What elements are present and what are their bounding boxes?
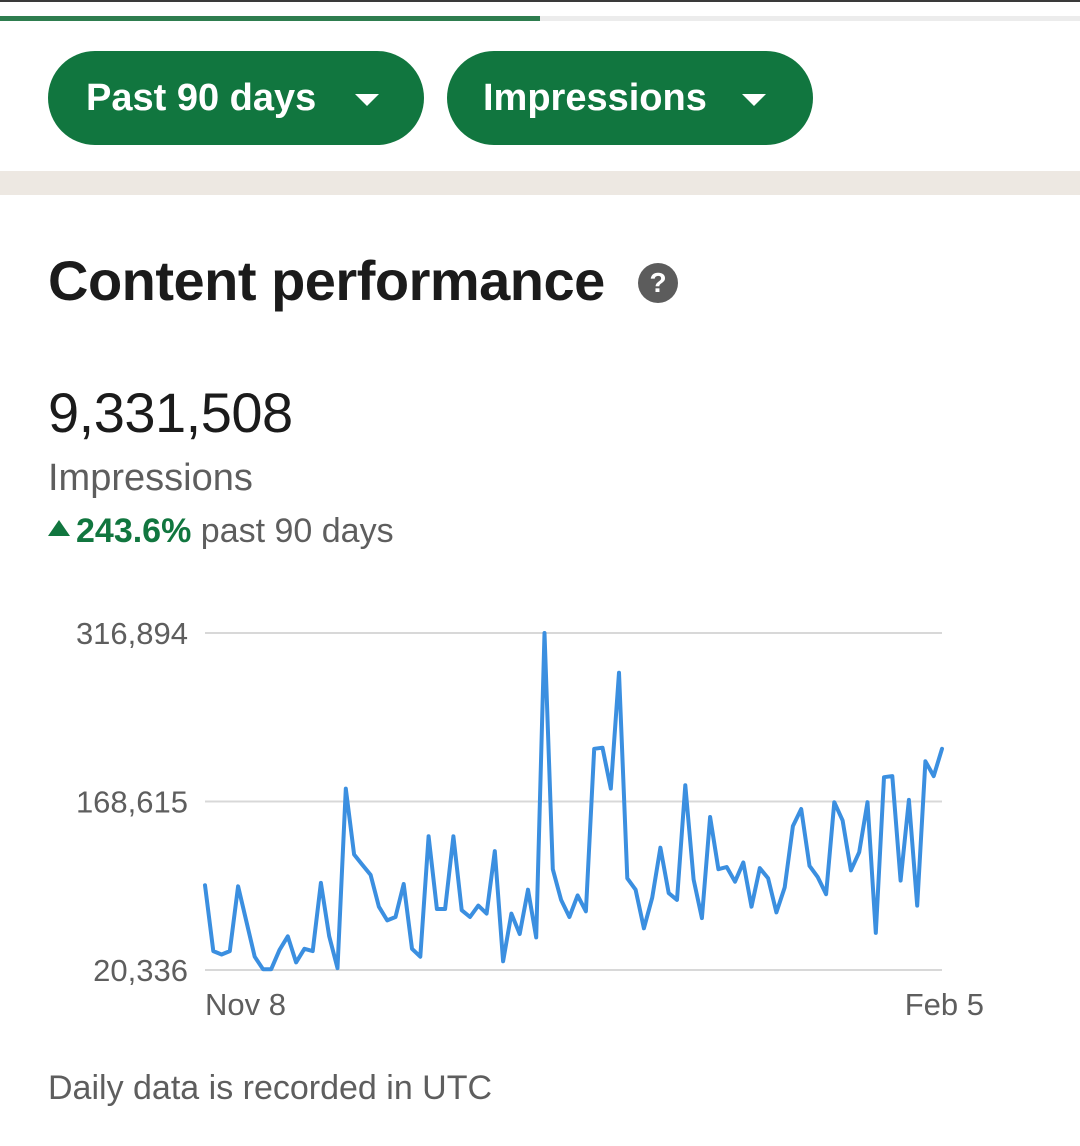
chart-x-axis: Nov 8 Feb 5 xyxy=(205,987,984,1022)
impressions-line-chart: 316,894 168,615 20,336 Nov 8 Feb 5 xyxy=(76,616,984,1022)
y-tick-label: 316,894 xyxy=(76,616,188,651)
y-tick-label: 168,615 xyxy=(76,785,188,820)
date-range-dropdown[interactable]: Past 90 days xyxy=(48,51,424,145)
impressions-label: Impressions xyxy=(48,457,253,499)
top-rule xyxy=(0,0,1080,2)
metric-dropdown-label: Impressions xyxy=(483,77,707,119)
utc-footnote: Daily data is recorded in UTC xyxy=(48,1069,493,1107)
x-tick-label: Feb 5 xyxy=(905,987,984,1022)
section-title: Content performance xyxy=(48,249,605,312)
change-percent: 243.6% xyxy=(76,512,192,550)
metric-dropdown[interactable]: Impressions xyxy=(447,51,813,145)
section-divider xyxy=(0,171,1080,195)
chart-y-axis: 316,894 168,615 20,336 xyxy=(76,616,188,988)
chart-grid xyxy=(205,632,942,971)
impressions-series-line xyxy=(203,631,944,972)
trend-up-icon xyxy=(48,520,70,536)
y-tick-label: 20,336 xyxy=(93,953,188,988)
page-progress-track xyxy=(0,16,1080,21)
x-tick-label: Nov 8 xyxy=(205,987,286,1022)
chart-series xyxy=(203,631,944,972)
impressions-change: 243.6% past 90 days xyxy=(48,510,394,552)
change-period: past 90 days xyxy=(200,512,394,550)
caret-down-icon xyxy=(355,94,379,106)
impressions-total: 9,331,508 xyxy=(48,381,293,444)
caret-down-icon xyxy=(742,94,766,106)
date-range-label: Past 90 days xyxy=(86,77,317,119)
help-icon[interactable]: ? xyxy=(638,263,678,303)
page-progress-fill xyxy=(0,16,540,21)
